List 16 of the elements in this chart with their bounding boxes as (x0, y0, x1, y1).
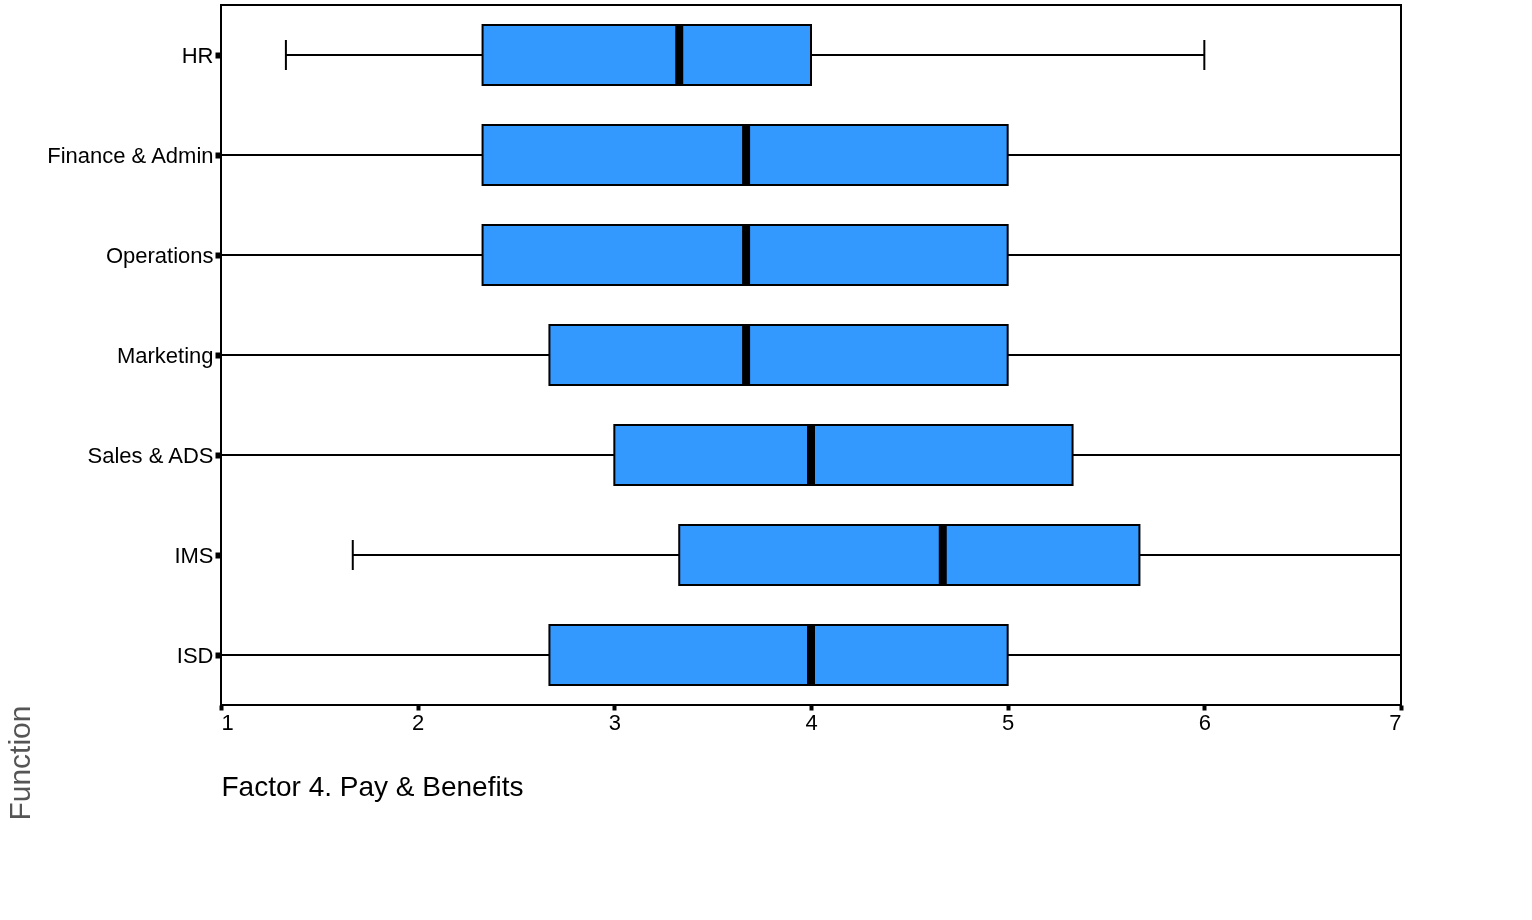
y-tick-label: ISD (176, 642, 214, 668)
x-tick-label: 7 (1389, 709, 1402, 735)
x-tick-label: 3 (608, 709, 621, 735)
x-axis-title: Factor 4. Pay & Benefits (221, 770, 524, 802)
y-axis-title: Function (2, 705, 36, 821)
y-tick-label: HR (181, 42, 214, 68)
x-tick-label: 4 (805, 709, 818, 735)
y-tick-label: Operations (105, 242, 214, 268)
x-tick-label: 1 (221, 709, 234, 735)
x-tick-label: 5 (1002, 709, 1015, 735)
y-tick-label: Sales & ADS (87, 442, 214, 468)
x-tick-label: 2 (412, 709, 425, 735)
y-tick-label: Marketing (116, 342, 214, 368)
y-tick-label: Finance & Admin (47, 142, 214, 168)
y-tick-label: IMS (174, 542, 214, 568)
x-tick-label: 6 (1198, 709, 1211, 735)
